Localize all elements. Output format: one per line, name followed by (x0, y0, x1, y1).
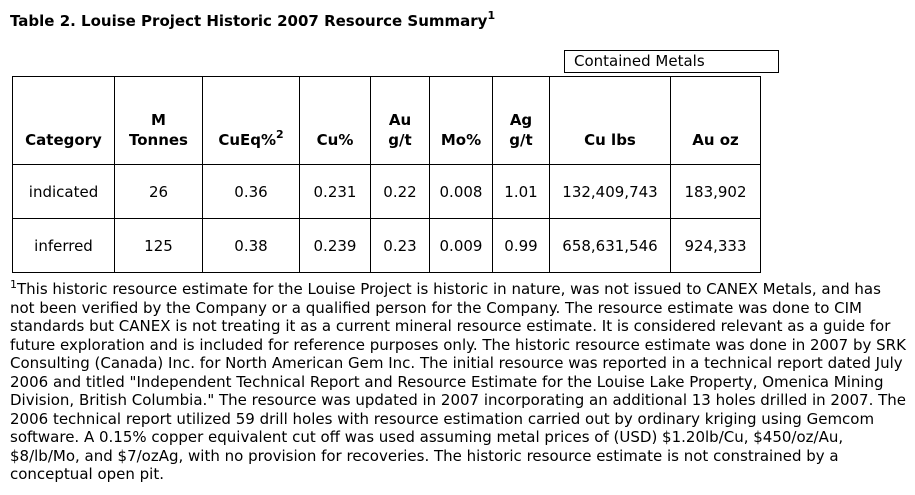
cell-mo-pct: 0.009 (429, 218, 493, 273)
cell-cu-pct: 0.231 (299, 164, 371, 219)
cell-category: indicated (12, 164, 115, 219)
header-mo-pct: Mo% (429, 76, 493, 165)
footnote-text: This historic resource estimate for the … (10, 280, 907, 483)
header-cueq: CuEq%2 (202, 76, 300, 165)
cell-au-gt: 0.22 (370, 164, 430, 219)
cell-cueq: 0.36 (202, 164, 300, 219)
cell-au-oz: 183,902 (670, 164, 761, 219)
title-footnote-ref: 1 (487, 9, 496, 22)
cell-au-oz: 924,333 (670, 218, 761, 273)
contained-metals-label: Contained Metals (564, 50, 779, 73)
cell-au-gt: 0.23 (370, 218, 430, 273)
footnote: 1This historic resource estimate for the… (10, 276, 910, 484)
table-title: Table 2. Louise Project Historic 2007 Re… (10, 9, 496, 30)
table-row: inferred 125 0.38 0.239 0.23 0.009 0.99 … (12, 218, 761, 273)
header-cu-lbs: Cu lbs (549, 76, 671, 165)
header-ag-gt: Ag g/t (492, 76, 550, 165)
table-row: indicated 26 0.36 0.231 0.22 0.008 1.01 … (12, 164, 761, 219)
header-category: Category (12, 76, 115, 165)
cell-ag-gt: 0.99 (492, 218, 550, 273)
cell-cu-lbs: 132,409,743 (549, 164, 671, 219)
table-title-text: Table 2. Louise Project Historic 2007 Re… (10, 12, 488, 30)
header-au-oz: Au oz (670, 76, 761, 165)
cell-cu-pct: 0.239 (299, 218, 371, 273)
cell-cu-lbs: 658,631,546 (549, 218, 671, 273)
header-cu-pct: Cu% (299, 76, 371, 165)
cell-m-tonnes: 125 (114, 218, 203, 273)
cell-cueq: 0.38 (202, 218, 300, 273)
cell-m-tonnes: 26 (114, 164, 203, 219)
cell-ag-gt: 1.01 (492, 164, 550, 219)
cell-category: inferred (12, 218, 115, 273)
cell-mo-pct: 0.008 (429, 164, 493, 219)
table-header-row: Category M Tonnes CuEq%2 Cu% Au g/t Mo% Ag… (12, 76, 761, 165)
header-m-tonnes: M Tonnes (114, 76, 203, 165)
footnote-marker: 1 (10, 278, 17, 291)
header-au-gt: Au g/t (370, 76, 430, 165)
resource-table: Category M Tonnes CuEq%2 Cu% Au g/t Mo% Ag… (12, 76, 761, 273)
